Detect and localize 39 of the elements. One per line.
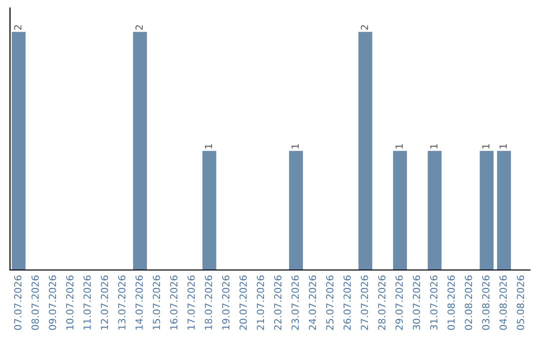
x-tick-label: 07.07.2026 xyxy=(14,275,22,330)
x-tick-label: 11.07.2026 xyxy=(83,275,91,330)
x-tick-label: 14.07.2026 xyxy=(135,275,143,330)
x-tick-label: 18.07.2026 xyxy=(204,275,212,330)
x-tick-label: 30.07.2026 xyxy=(412,275,420,330)
x-tick-label: 23.07.2026 xyxy=(291,275,299,330)
x-tick-label: 09.07.2026 xyxy=(48,275,56,330)
x-tick-label: 17.07.2026 xyxy=(187,275,195,330)
x-tick-label: 02.08.2026 xyxy=(464,275,472,330)
x-tick-label: 10.07.2026 xyxy=(66,275,74,330)
x-tick-label: 21.07.2026 xyxy=(256,275,264,330)
data-label: 1 xyxy=(204,144,212,148)
x-tick-label: 29.07.2026 xyxy=(395,275,403,330)
data-label: 1 xyxy=(500,144,507,148)
data-label: 2 xyxy=(360,25,368,30)
x-tick-label: 03.08.2026 xyxy=(482,275,490,330)
x-tick-label: 31.07.2026 xyxy=(430,275,438,330)
x-tick-label: 22.07.2026 xyxy=(274,275,282,330)
x-tick-label: 15.07.2026 xyxy=(152,275,160,330)
x-tick-label: 28.07.2026 xyxy=(378,275,386,330)
x-tick-label: 26.07.2026 xyxy=(343,275,351,330)
x-tick-label: 19.07.2026 xyxy=(222,275,230,330)
x-tick-label: 16.07.2026 xyxy=(170,275,178,330)
x-tick-label: 25.07.2026 xyxy=(326,275,334,330)
data-label: 2 xyxy=(14,25,22,30)
x-tick-label: 27.07.2026 xyxy=(360,275,368,330)
x-tick-label: 24.07.2026 xyxy=(308,275,316,330)
data-label: 1 xyxy=(430,144,438,148)
x-tick-label: 01.08.2026 xyxy=(447,275,455,330)
x-tick-label: 13.07.2026 xyxy=(118,275,126,330)
x-tick-label: 20.07.2026 xyxy=(239,275,247,330)
data-label: 2 xyxy=(135,25,143,30)
x-tick-label: 05.08.2026 xyxy=(516,275,524,330)
x-tick-label: 08.07.2026 xyxy=(31,275,39,330)
data-label: 1 xyxy=(396,144,403,148)
x-tick-label: 04.08.2026 xyxy=(499,275,507,330)
data-label: 1 xyxy=(482,144,490,148)
x-tick-label: 12.07.2026 xyxy=(100,275,108,330)
data-label: 1 xyxy=(292,144,299,148)
